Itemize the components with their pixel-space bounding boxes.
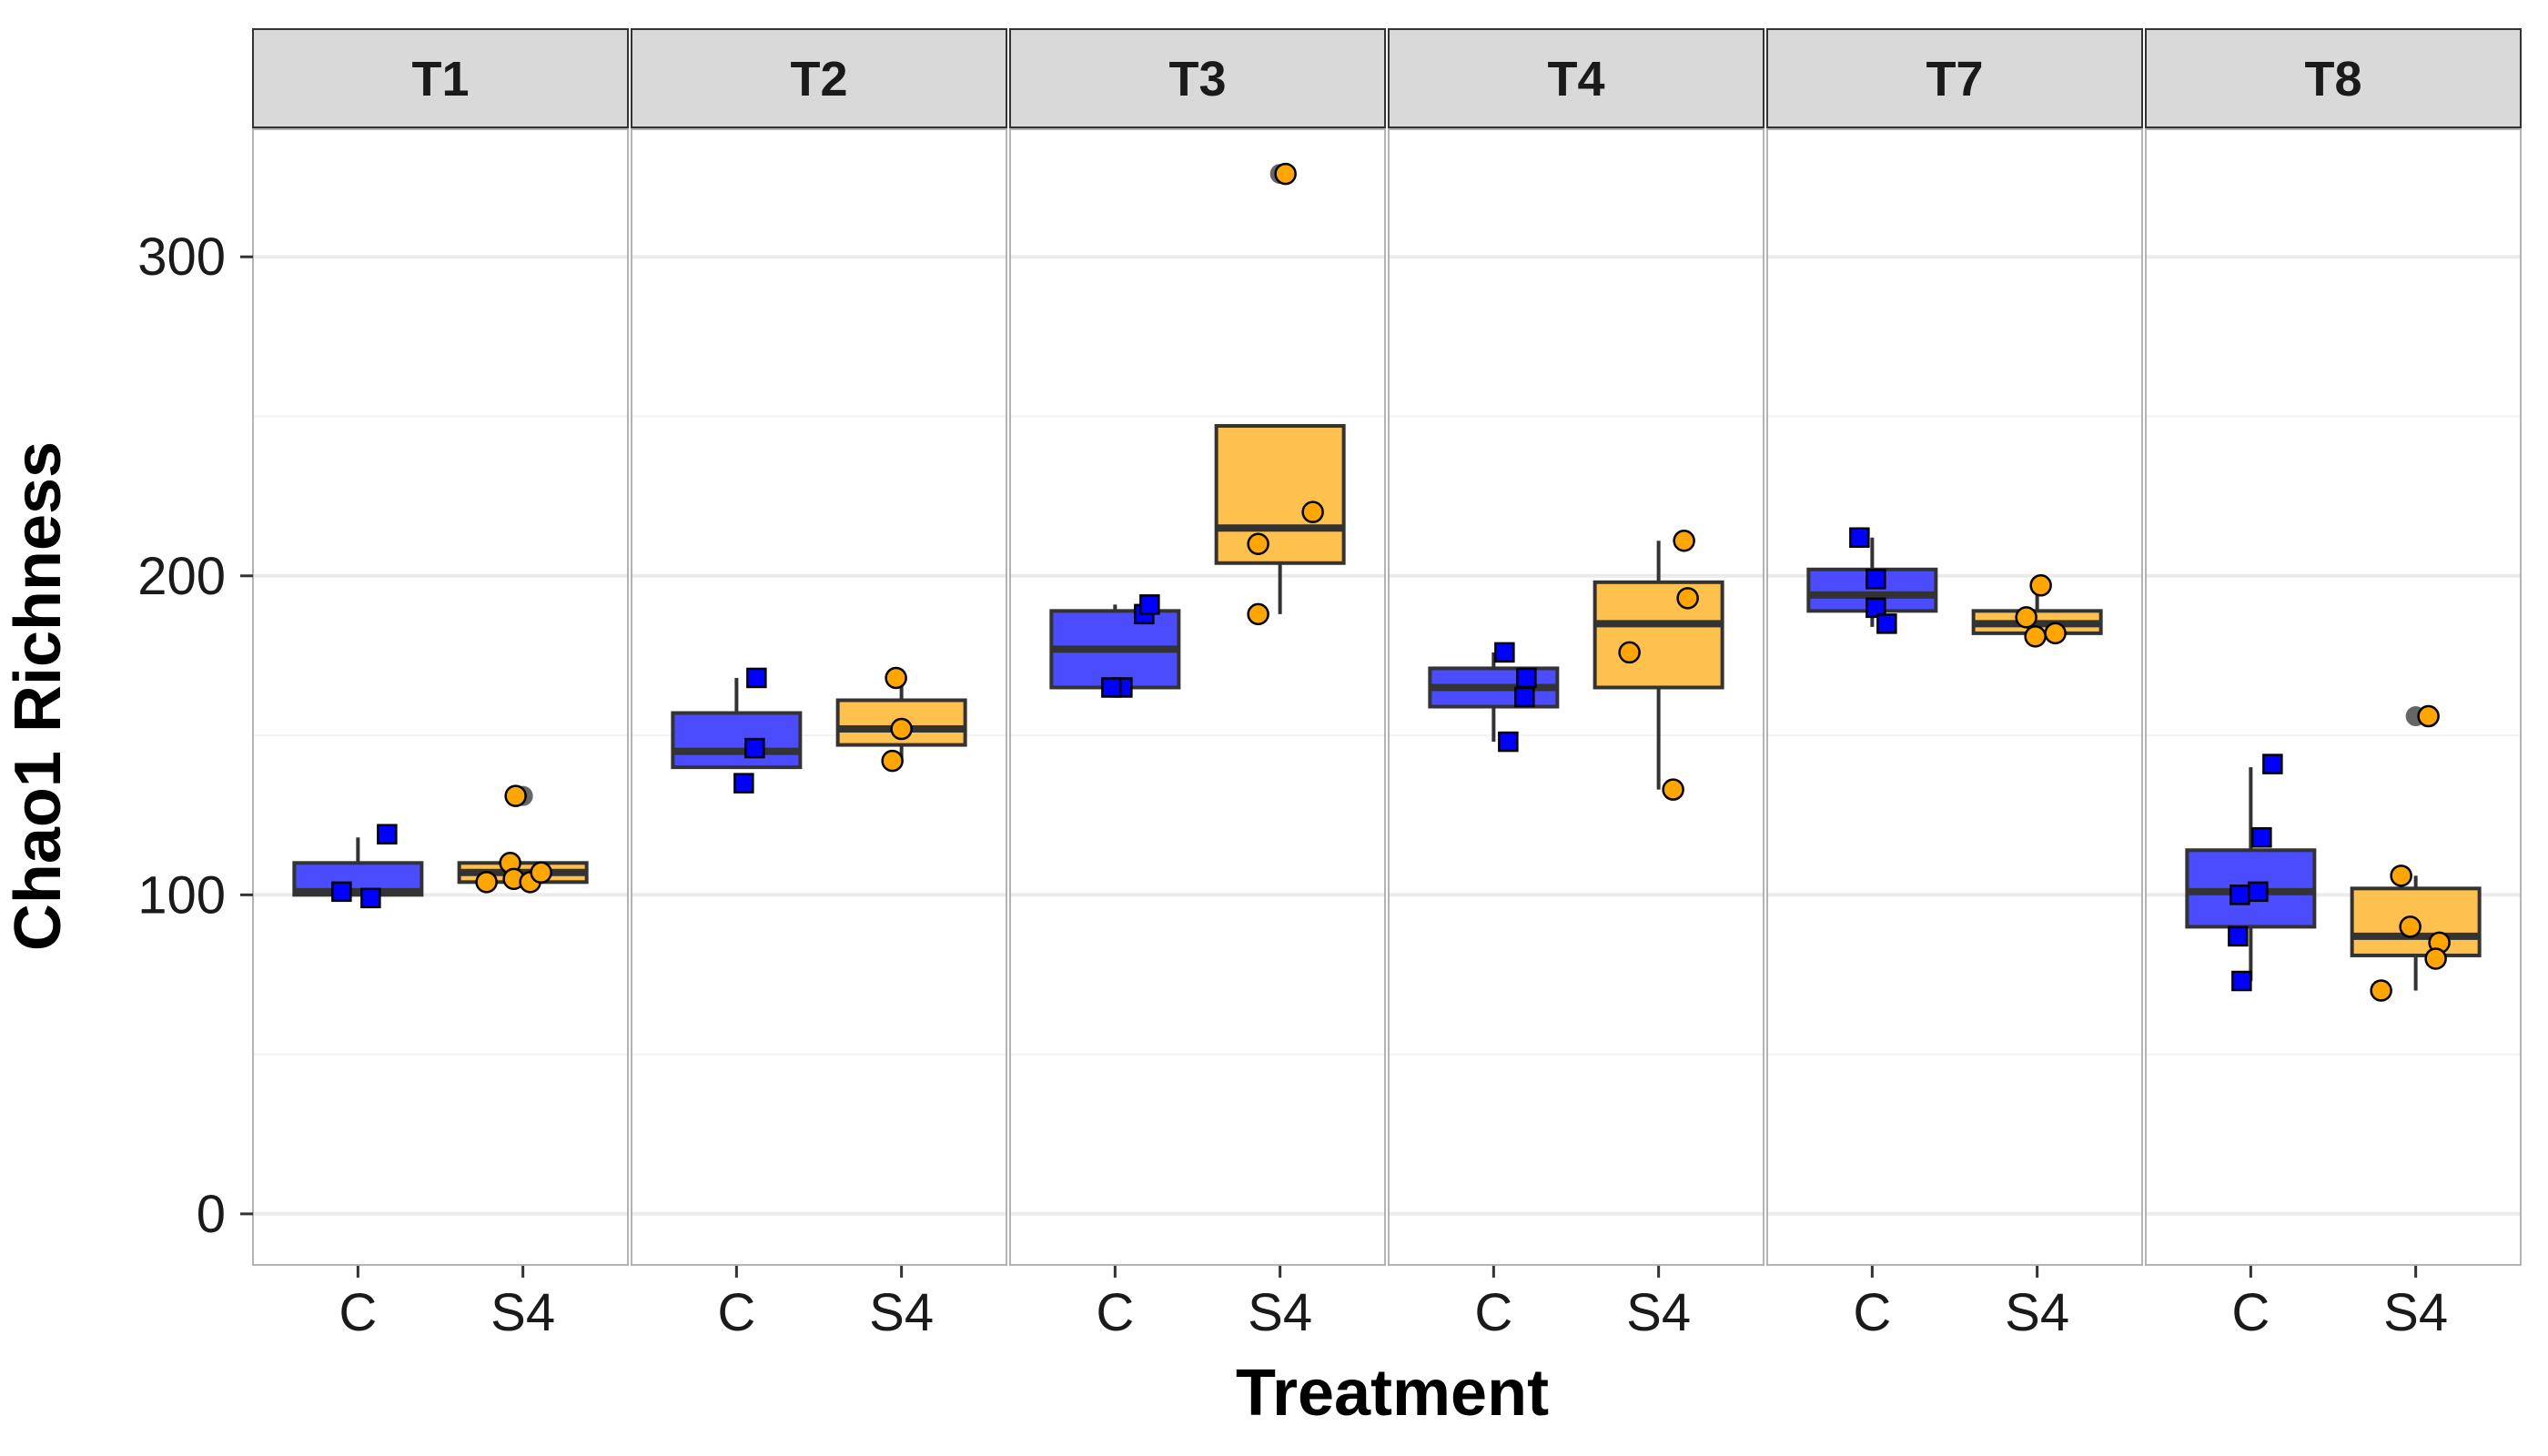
facet-strip-label: T1 [411,52,469,106]
panel-border [1766,128,2143,1266]
data-point-c [2248,881,2269,903]
data-point-s4 [530,861,552,885]
facet-panel-t8: T8 C S4 [2145,28,2522,1342]
data-point-s4 [1301,500,1324,523]
x-tick-label: C [339,1283,377,1342]
data-point-c [1514,686,1535,708]
facet-panels: T1 C S4 T2 C S4 T3 C S4 T4 C S4 T7 C S4 T8 C S4 [252,28,2522,1342]
data-point-s4 [1662,778,1684,801]
data-point-s4 [1618,641,1641,664]
facet-panel-t2: T2 C S4 [631,28,1007,1342]
box-c [671,711,803,770]
x-tick-label: C [1096,1283,1134,1342]
data-point-s4 [504,784,527,807]
data-point-s4 [2370,979,2392,1002]
x-axis-title: Treatment [1236,1357,1549,1430]
facet-strip [2145,28,2522,128]
x-tick-label: S4 [869,1283,934,1342]
data-point-s4 [890,717,913,741]
data-point-s4 [2024,625,2047,648]
facet-strip-label: T8 [2304,52,2361,106]
x-tick-label: C [1474,1283,1512,1342]
data-point-s4 [2044,622,2067,645]
panel-border [252,128,629,1266]
x-tick-label: S4 [490,1283,555,1342]
data-point-c [1516,667,1537,689]
data-point-c [1866,597,1886,619]
data-point-c [733,773,754,794]
data-point-s4 [2417,704,2440,728]
data-point-s4 [2015,606,2037,629]
facet-strip [1766,28,2143,128]
data-point-c [1101,677,1122,698]
facet-strip-label: T2 [790,52,847,106]
data-point-c [360,887,381,909]
data-point-s4 [2029,574,2052,597]
data-point-c [2262,753,2283,774]
x-tick-label: S4 [1626,1283,1691,1342]
x-tick-label: S4 [2383,1283,2448,1342]
x-tick-label: C [717,1283,755,1342]
data-point-s4 [1676,587,1699,610]
facet-strip [252,28,629,128]
facet-strip-label: T4 [1547,52,1604,106]
x-tick-label: S4 [2005,1283,2069,1342]
data-point-c [1876,613,1897,634]
facet-panel-t1: T1 C S4 [252,28,629,1342]
data-point-s4 [2424,947,2447,970]
x-tick-label: C [2231,1283,2270,1342]
data-point-c [2230,885,2250,905]
y-tick-label: 0 [197,1185,226,1244]
y-axis-title: Chao1 Richness [2,441,75,951]
panel-border [631,128,1007,1266]
data-point-c [746,667,767,689]
facet-strip [631,28,1007,128]
data-point-s4 [475,871,498,894]
facet-panel-t7: T7 C S4 [1766,28,2143,1342]
panel-border [1388,128,1764,1266]
y-tick-label: 200 [137,547,226,606]
data-point-c [1866,569,1886,590]
y-axis: 0 100 200 300 [137,228,253,1244]
facet-strip [1388,28,1764,128]
data-point-s4 [885,666,907,690]
data-point-c [1494,642,1515,663]
data-point-c [331,881,352,903]
x-tick-label: S4 [1248,1283,1312,1342]
facet-panel-t3: T3 C S4 [1009,28,1386,1342]
data-point-c [377,824,398,844]
data-point-c [2251,826,2272,848]
data-point-s4 [1673,529,1695,552]
data-point-s4 [881,749,904,773]
data-point-s4 [2390,864,2412,887]
data-point-c [1498,731,1519,753]
data-point-s4 [1274,162,1297,186]
data-point-s4 [1247,602,1269,626]
y-tick-label: 300 [137,228,226,287]
data-point-s4 [2399,915,2422,938]
x-tick-label: C [1853,1283,1891,1342]
panel-border [2145,128,2522,1266]
panel-border [1009,128,1386,1266]
data-point-s4 [1247,532,1269,555]
data-point-c [2231,970,2252,992]
facet-strip-label: T3 [1168,52,1226,106]
box-s4 [1592,580,1724,690]
facet-strip-label: T7 [1926,52,1983,106]
facet-strip [1009,28,1386,128]
data-point-c [2228,925,2249,947]
y-tick-label: 100 [137,865,226,925]
data-point-c [1849,527,1870,548]
box-s4 [1214,424,1346,565]
facet-panel-t4: T4 C S4 [1388,28,1764,1342]
data-point-c [1139,594,1160,615]
data-point-c [744,737,765,759]
